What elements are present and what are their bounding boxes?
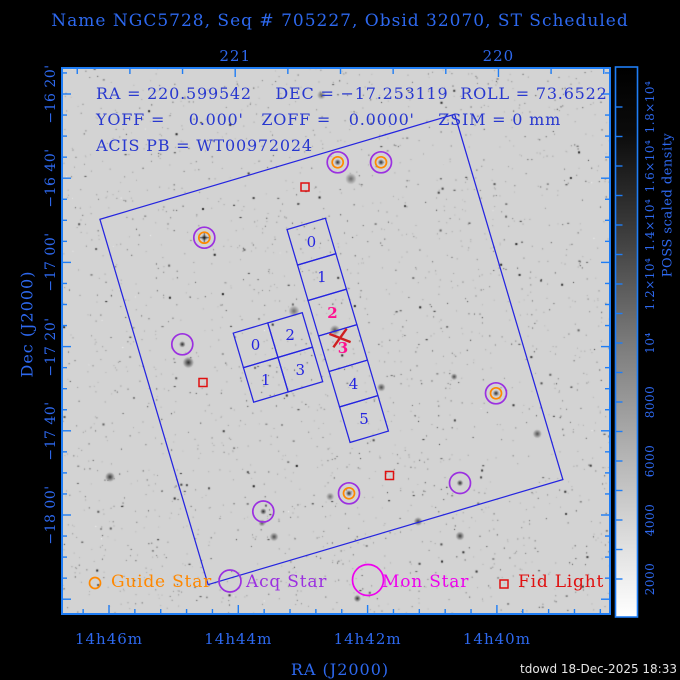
x-tick-label: 14h40m: [462, 630, 531, 648]
acis-s-chip-label-1: 1: [317, 268, 327, 287]
colorbar-title: POSS scaled density: [660, 132, 676, 278]
acis-i-chip-label-2: 2: [285, 326, 295, 345]
top-axis-tick-label: 220: [482, 47, 515, 65]
colorbar-tick-label: 2000: [643, 562, 657, 596]
acis-i-chip-label-0: 0: [250, 336, 261, 355]
pointing-info-line-1: RA = 220.599542 DEC = −17.253119 ROLL = …: [96, 84, 608, 103]
y-axis-title: Dec (J2000): [17, 270, 37, 378]
colorbar-frame: [614, 66, 639, 618]
top-axis-tick-label: 221: [219, 47, 252, 65]
legend-label-acq-star: Acq Star: [246, 572, 328, 592]
colorbar-tick-label: 1.4×10⁴: [643, 198, 657, 252]
legend-label-fid-light: Fid Light: [518, 572, 605, 592]
colorbar-tick-label: 10⁴: [643, 332, 657, 354]
x-axis-title: RA (J2000): [290, 660, 390, 679]
colorbar-tick-label: 8000: [643, 385, 657, 419]
y-tick-label: −16 40': [43, 148, 59, 208]
acis-s-chip-label-2: 2: [327, 303, 338, 322]
credit-timestamp: tdowd 18-Dec-2025 18:33: [520, 662, 677, 676]
y-tick-label: −17 40': [43, 401, 59, 461]
colorbar-tick-label: 1.6×10⁴: [643, 139, 657, 193]
colorbar-tick-label: 1.8×10⁴: [643, 80, 657, 134]
x-tick-label: 14h44m: [204, 630, 273, 648]
colorbar-tick-label: 6000: [643, 444, 657, 478]
colorbar-tick-label: 4000: [643, 503, 657, 537]
legend-label-guide-star: Guide Star: [111, 572, 213, 592]
pointing-info-line-2: YOFF = 0.000' ZOFF = 0.0000' ZSIM = 0 mm: [96, 110, 562, 129]
colorbar-gradient: [615, 67, 638, 617]
x-tick-label: 14h46m: [74, 630, 144, 648]
acis-i-chip-label-1: 1: [261, 370, 271, 389]
y-tick-label: −17 00': [43, 232, 59, 292]
acis-s-chip-label-4: 4: [348, 374, 359, 393]
plot-title: Name NGC5728, Seq # 705227, Obsid 32070,…: [51, 11, 629, 31]
legend-label-mon-star: Mon Star: [382, 572, 470, 592]
colorbar-tick-label: 1.2×10⁴: [643, 257, 657, 311]
acis-i-chip-label-3: 3: [295, 360, 306, 379]
y-tick-label: −17 20': [43, 317, 59, 377]
acis-s-chip-label-3: 3: [337, 339, 349, 358]
acis-s-chip-label-5: 5: [359, 410, 369, 429]
x-tick-label: 14h42m: [333, 630, 402, 648]
y-tick-label: −16 20': [43, 64, 59, 124]
acis-s-chip-label-0: 0: [306, 232, 317, 251]
pointing-info-line-3: ACIS PB = WT00972024: [96, 136, 313, 155]
y-tick-label: −18 00': [43, 485, 59, 545]
